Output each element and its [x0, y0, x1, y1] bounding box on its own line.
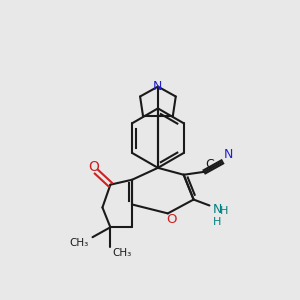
Text: CH₃: CH₃ — [69, 238, 88, 248]
Text: N: N — [223, 148, 233, 161]
Text: O: O — [88, 160, 99, 174]
Text: N: N — [212, 203, 222, 216]
Text: CH₃: CH₃ — [112, 248, 132, 258]
Text: C: C — [206, 158, 214, 171]
Text: O: O — [167, 213, 177, 226]
Text: H: H — [220, 206, 229, 217]
Text: H: H — [212, 218, 221, 227]
Text: N: N — [153, 80, 163, 93]
